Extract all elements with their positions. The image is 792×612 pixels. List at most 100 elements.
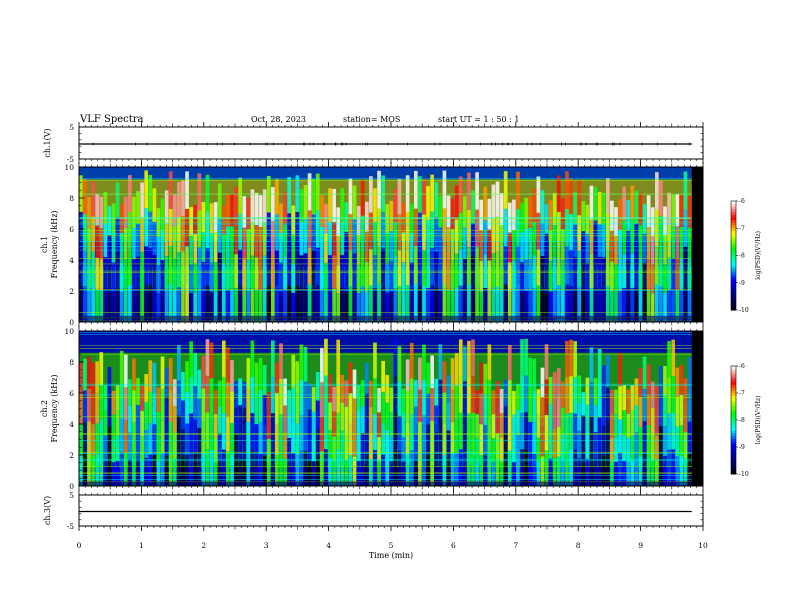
spectral-burst <box>561 198 565 230</box>
spectral-burst <box>503 246 508 285</box>
spectral-burst <box>311 286 316 322</box>
spectral-burst <box>328 402 332 431</box>
spectral-burst <box>164 256 169 290</box>
spectral-burst <box>467 413 471 450</box>
spectral-burst <box>442 284 447 322</box>
spectral-burst <box>193 419 198 453</box>
spectral-burst <box>266 212 271 250</box>
spectral-burst <box>295 285 300 322</box>
spectral-burst <box>397 286 402 322</box>
spectral-burst <box>626 200 631 231</box>
spectral-burst <box>683 209 688 247</box>
spectral-burst <box>201 355 206 389</box>
spectral-burst <box>471 412 475 450</box>
spectral-burst <box>230 454 234 486</box>
spectral-burst <box>605 213 610 250</box>
spectral-burst <box>601 257 606 290</box>
spectral-burst <box>221 413 226 450</box>
spectral-burst <box>193 263 198 293</box>
spectral-burst <box>442 361 447 393</box>
spectral-burst <box>283 378 287 406</box>
spectral-burst <box>516 284 520 322</box>
y-axis-label: ch.3(V) <box>43 496 52 525</box>
spectral-burst <box>103 385 108 411</box>
colorbar-segment <box>731 379 736 383</box>
spectral-burst <box>336 293 341 322</box>
spectral-burst <box>597 224 602 257</box>
spectral-burst <box>119 384 124 419</box>
spectral-burst <box>471 339 475 377</box>
spectral-burst <box>258 226 263 259</box>
spectral-burst <box>95 361 100 393</box>
spectral-burst <box>197 456 202 486</box>
spectral-burst <box>422 214 426 251</box>
spectral-burst <box>189 413 193 450</box>
spectral-burst <box>483 220 488 255</box>
spectral-burst <box>610 462 614 486</box>
spectral-burst <box>426 288 430 322</box>
spectral-burst <box>467 284 471 322</box>
spectral-burst <box>295 454 300 486</box>
spectral-burst <box>99 290 104 322</box>
spectral-burst <box>548 230 553 262</box>
spectral-burst <box>95 423 100 455</box>
spectral-burst <box>512 438 516 463</box>
channel-label: ch.1 <box>40 236 49 253</box>
spectral-burst <box>283 289 287 322</box>
spectral-burst <box>593 220 598 255</box>
spectral-burst <box>136 404 140 432</box>
spectral-burst <box>250 413 255 450</box>
spectral-burst <box>548 431 553 459</box>
colorbar-segment <box>731 222 736 227</box>
spectral-burst <box>467 340 471 378</box>
spectral-burst <box>132 454 136 486</box>
spectral-burst <box>119 292 124 322</box>
spectral-burst <box>512 230 516 261</box>
spectral-burst <box>332 411 336 437</box>
spectral-burst <box>160 291 165 322</box>
spectral-burst <box>91 286 95 322</box>
spectral-burst <box>663 396 667 427</box>
x-tick-label: 2 <box>201 541 206 550</box>
spectral-burst <box>520 262 524 293</box>
spectral-band <box>79 315 692 322</box>
spectral-burst <box>168 208 173 247</box>
spectral-burst <box>430 285 434 322</box>
spectral-burst <box>655 385 659 411</box>
spectral-burst <box>107 293 112 322</box>
spectral-burst <box>467 172 471 210</box>
spectral-burst <box>618 260 622 292</box>
spectral-burst <box>585 292 590 322</box>
spectral-burst <box>344 292 349 322</box>
spectral-burst <box>87 259 91 291</box>
spectral-burst <box>532 222 537 256</box>
spectral-burst <box>438 196 443 228</box>
spectral-burst <box>356 235 361 265</box>
y-tick-label: 4 <box>69 256 74 265</box>
spectral-burst <box>479 424 484 456</box>
spectral-burst <box>450 229 455 261</box>
spectral-burst <box>164 367 169 398</box>
spectral-burst <box>352 219 357 254</box>
spectral-burst <box>299 188 304 223</box>
spectral-burst <box>491 414 496 439</box>
colorbar-segment <box>731 471 736 475</box>
spectral-burst <box>626 461 631 486</box>
spectral-burst <box>454 185 459 220</box>
spectral-burst <box>320 258 324 291</box>
spectral-burst <box>405 175 410 212</box>
y-tick-label: 2 <box>69 287 74 296</box>
spectral-burst <box>315 173 320 211</box>
spectral-burst <box>128 248 132 286</box>
spectral-burst <box>197 247 202 285</box>
spectral-burst <box>205 339 210 376</box>
spectral-burst <box>561 433 565 460</box>
spectral-burst <box>618 352 622 387</box>
spectral-burst <box>132 259 136 291</box>
spectral-burst <box>622 220 626 255</box>
spectral-burst <box>569 339 573 377</box>
spectral-burst <box>123 228 128 260</box>
spectral-burst <box>136 289 140 322</box>
spectral-burst <box>177 217 181 253</box>
